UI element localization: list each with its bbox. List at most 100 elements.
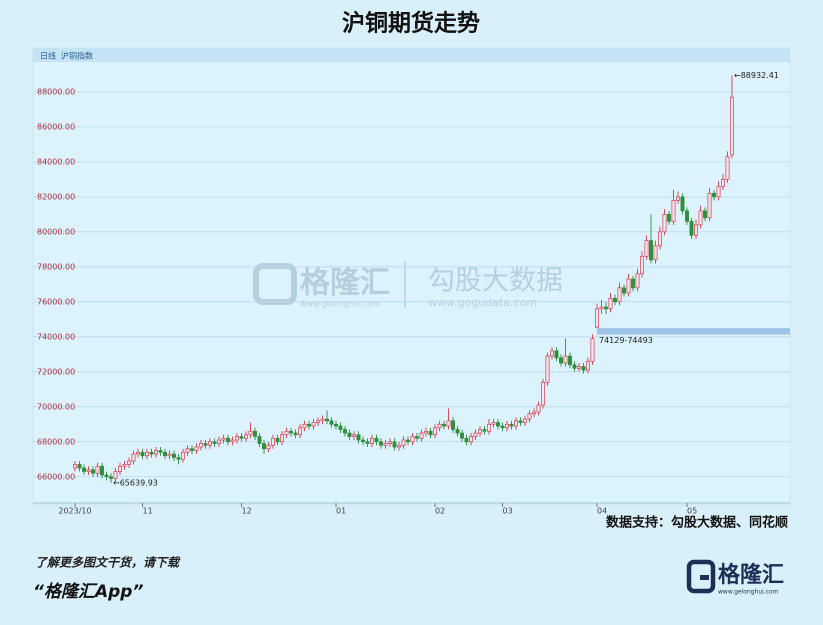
x-tick-label: 12 (242, 507, 252, 516)
x-tick-label: 03 (503, 507, 513, 516)
candle-body (266, 444, 271, 450)
footer-line2: “格隆汇App” (33, 582, 143, 602)
candle-body (415, 436, 419, 439)
candle-body (176, 457, 181, 460)
x-tick-label: 11 (143, 507, 153, 516)
candle-body (518, 420, 523, 423)
candle-body (95, 465, 100, 474)
y-tick-label: 88000.00 (37, 87, 75, 96)
candle-body (527, 413, 532, 420)
candle-body (370, 437, 374, 444)
candle-body (329, 420, 334, 425)
candle-body (73, 464, 77, 469)
y-tick-label: 80000.00 (37, 227, 75, 236)
candle-body (100, 465, 104, 476)
candle-body (428, 430, 433, 436)
candle-body (167, 453, 172, 457)
candle-body (671, 199, 676, 222)
candle-body (208, 441, 212, 446)
candle-body (716, 185, 721, 198)
candle-body (644, 240, 649, 257)
max-annotation: ←88932.41 (734, 71, 779, 80)
candle-body (392, 441, 397, 448)
candle-body (271, 437, 275, 446)
candle-body (154, 450, 158, 455)
y-tick-label: 72000.00 (37, 367, 75, 376)
y-tick-label: 66000.00 (37, 472, 75, 481)
candle-body (608, 297, 613, 310)
candle-body (496, 422, 500, 427)
candle-body (500, 425, 505, 429)
candle-body (235, 436, 239, 441)
candle-body (550, 350, 554, 357)
candle-body (325, 418, 329, 422)
candle-body (631, 278, 635, 289)
candle-body (239, 436, 244, 439)
candle-body (680, 196, 685, 212)
candle-body (532, 411, 536, 415)
candle-body (230, 439, 235, 443)
candle-body (113, 471, 118, 479)
candle-body (199, 443, 203, 448)
candle-body (559, 357, 563, 364)
candle-body (248, 430, 253, 436)
candle-body (275, 437, 280, 443)
candle-body (523, 418, 527, 423)
candle-body (352, 434, 356, 437)
candle-body (316, 420, 320, 423)
candle-body (433, 427, 437, 436)
candle-body (721, 178, 725, 187)
candle-body (487, 423, 491, 432)
candle-body (293, 432, 298, 436)
candle-body (347, 432, 352, 437)
candle-body (262, 443, 266, 450)
logo-icon-bar (700, 575, 709, 580)
footer-logo: 格隆汇 (718, 562, 784, 588)
candle-body (158, 450, 163, 453)
candle-body (707, 192, 712, 219)
candle-body (568, 355, 572, 366)
candle-body (338, 425, 343, 430)
candle-body (563, 355, 568, 364)
y-tick-label: 86000.00 (37, 122, 75, 131)
logo-icon (686, 559, 716, 594)
x-tick-label: 04 (597, 507, 607, 516)
candle-body (379, 441, 383, 446)
candle-body (469, 436, 473, 443)
candle-body (140, 451, 145, 457)
candle-body (289, 430, 293, 434)
candle-body (104, 474, 109, 478)
candle-body (77, 464, 82, 469)
candle-body (91, 469, 95, 474)
candle-body (685, 210, 689, 222)
candle-body (545, 355, 550, 383)
candle-body (82, 467, 86, 472)
candle-body (577, 366, 581, 369)
candle-body (388, 441, 392, 444)
candle-body (604, 306, 608, 310)
candle-body (581, 366, 586, 371)
candle-body (622, 287, 626, 294)
candle-body (662, 213, 667, 233)
candle-body (694, 224, 698, 236)
gap-label: 74129-74493 (599, 336, 653, 345)
y-tick-label: 78000.00 (37, 262, 75, 271)
candle-body (217, 439, 221, 444)
candle-body (478, 429, 482, 434)
candle-body (356, 434, 361, 441)
candle-body (451, 420, 455, 430)
candle-body (424, 430, 428, 434)
source-note: 数据支持：勾股大数据、同花顺 (606, 515, 788, 531)
candle-body (397, 444, 401, 448)
candle-body (149, 451, 154, 455)
candle-body (635, 273, 640, 289)
candle-body (455, 429, 460, 434)
candle-body (172, 453, 176, 458)
y-tick-label: 84000.00 (37, 157, 75, 166)
candle-body (442, 423, 446, 427)
candle-body (284, 430, 289, 436)
candle-body (136, 451, 140, 455)
chart-title: 沪铜期货走势 (342, 10, 480, 37)
y-tick-label: 74000.00 (37, 332, 75, 341)
